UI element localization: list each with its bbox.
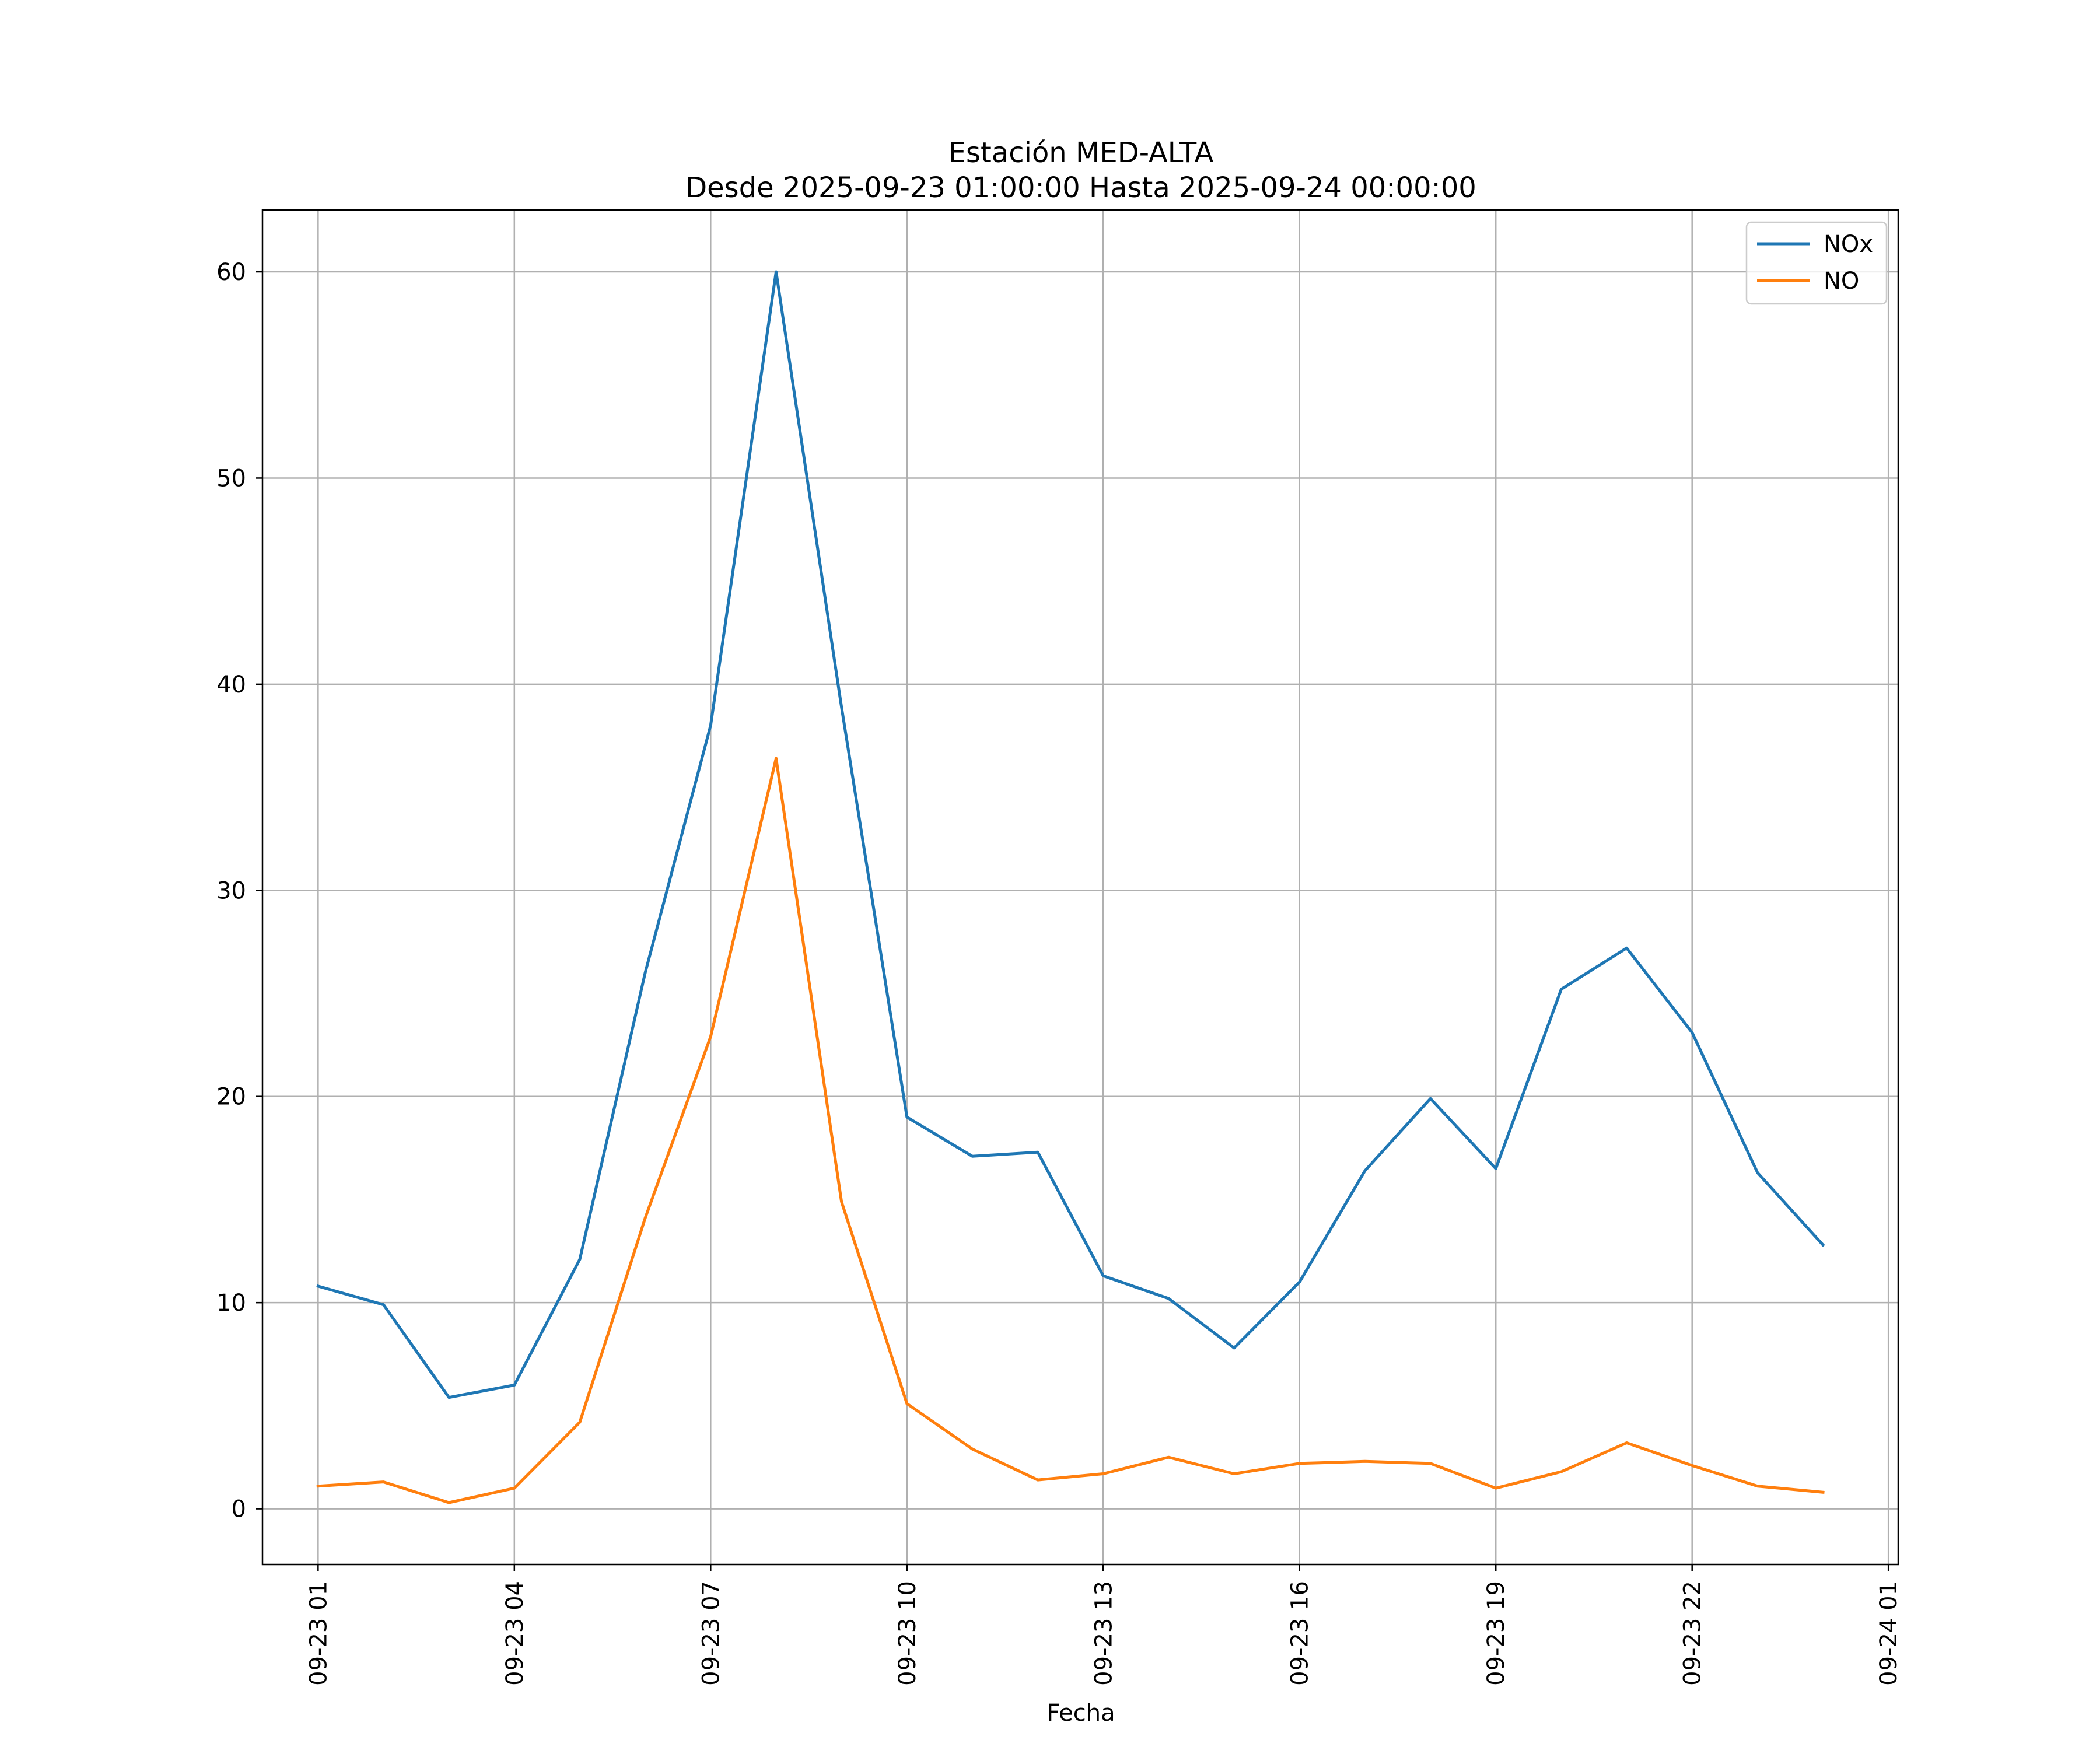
legend-label-no: NO	[1824, 268, 1859, 295]
plot-frame	[261, 209, 1899, 1566]
legend: NOx NO	[1745, 221, 1888, 305]
y-tick-label: 60	[216, 259, 246, 286]
y-tick-label: 40	[216, 671, 246, 698]
series-lines	[316, 270, 1825, 1504]
x-tick-label: 09-23 01	[305, 1581, 332, 1686]
x-tick-label: 09-24 01	[1875, 1581, 1902, 1686]
grid	[262, 210, 1898, 1564]
y-tick-label: 20	[216, 1084, 246, 1111]
y-tick-label: 30	[216, 877, 246, 904]
x-tick-label: 09-23 04	[502, 1581, 528, 1686]
chart-title: Estación MED-ALTA	[949, 136, 1214, 169]
chart-subtitle: Desde 2025-09-23 01:00:00 Hasta 2025-09-…	[685, 172, 1476, 204]
x-tick-label: 09-23 19	[1483, 1581, 1510, 1686]
x-tick-label: 09-23 22	[1679, 1581, 1706, 1686]
x-tick-label: 09-23 16	[1287, 1581, 1314, 1686]
series-line-no	[316, 757, 1825, 1504]
x-tick-label: 09-23 07	[698, 1581, 724, 1686]
x-tick-label: 09-23 10	[894, 1581, 921, 1686]
x-tick-label: 09-23 13	[1090, 1581, 1117, 1686]
y-tick-label: 50	[216, 465, 246, 492]
y-tick-label: 0	[232, 1496, 246, 1523]
x-axis-label: Fecha	[1046, 1700, 1115, 1727]
series-line-nox	[316, 270, 1825, 1399]
legend-label-nox: NOx	[1824, 231, 1873, 258]
axis-ticks: 0 10 20 30 40 50 60 09-23 01 09-23 04 09-23 07 09-…	[216, 259, 1902, 1686]
y-tick-label: 10	[216, 1290, 246, 1317]
